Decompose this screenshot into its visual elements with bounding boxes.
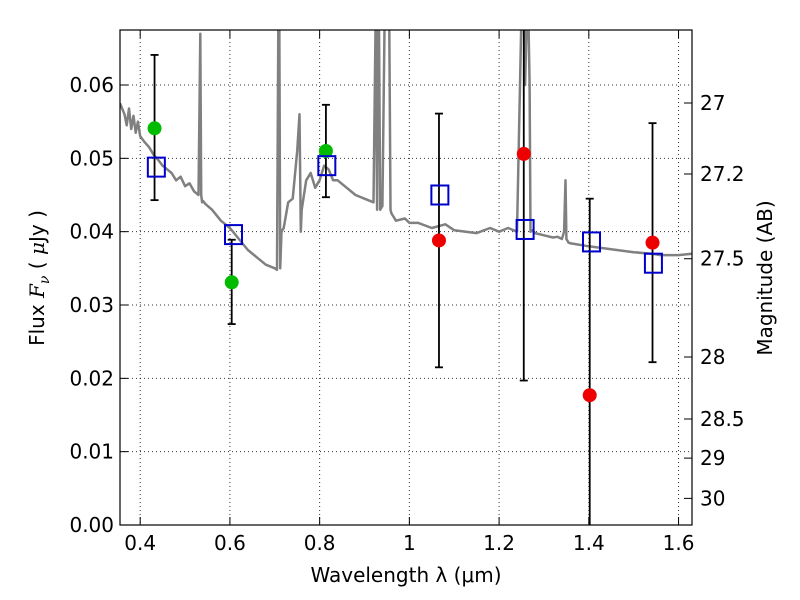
- tick-labels: 0.4 0.6 0.8 1 1.2 1.4 1.6 0.00 0.01 0.02 0.03 0.04 0…: [69, 73, 744, 555]
- plot-frame: [119, 29, 693, 526]
- y-axis-label-mu: μ: [25, 242, 49, 255]
- red-data-point: [431, 233, 446, 248]
- y-tick-label: 0.00: [69, 513, 114, 537]
- model-photometry-square: [582, 231, 602, 253]
- right-axis-tick-label: 27.5: [700, 247, 745, 271]
- right-axis-tick-label: 30: [700, 486, 725, 510]
- model-photometry-square: [643, 252, 663, 274]
- right-axis-tick-label: 27.2: [700, 162, 745, 186]
- green-data-point: [147, 121, 162, 136]
- x-tick-label: 1.6: [663, 531, 695, 555]
- model-photometry-square: [224, 224, 244, 246]
- model-photometry-square: [430, 184, 450, 206]
- y-axis-label: Flux Fν ( μJy ): [25, 210, 53, 346]
- right-axis-tick-label: 28.5: [700, 407, 745, 431]
- right-axis-tick-label: 28: [700, 345, 725, 369]
- y-axis-label-text: Flux: [25, 298, 49, 346]
- marker-layer: [146, 121, 663, 403]
- x-tick-label: 1.2: [483, 531, 515, 555]
- x-tick-label: 0.8: [304, 531, 336, 555]
- model-spectrum-layer: [120, 30, 692, 272]
- x-tick-label: 0.6: [214, 531, 246, 555]
- right-axis-tick-label: 27: [700, 91, 725, 115]
- y-tick-label: 0.06: [69, 73, 114, 97]
- red-data-point: [645, 235, 660, 250]
- green-data-point: [224, 275, 239, 290]
- model-photometry-square: [515, 218, 535, 240]
- red-data-point: [516, 146, 531, 161]
- x-tick-label: 0.4: [124, 531, 156, 555]
- y-tick-label: 0.05: [69, 146, 114, 170]
- right-axis-label: Magnitude (AB): [753, 200, 777, 355]
- model-spectrum-line: [120, 30, 692, 272]
- y-tick-label: 0.04: [69, 220, 114, 244]
- tick-marks: [120, 30, 692, 526]
- x-tick-label: 1: [403, 531, 416, 555]
- y-axis-label-symbol: F: [25, 283, 49, 299]
- y-tick-label: 0.02: [69, 366, 114, 390]
- y-axis-label-unit: (: [25, 255, 49, 276]
- model-photometry-square: [146, 156, 166, 178]
- y-tick-label: 0.03: [69, 293, 114, 317]
- green-data-point: [318, 144, 333, 158]
- right-axis-tick-label: 29: [700, 446, 725, 470]
- y-axis-label-subscript: ν: [37, 275, 53, 284]
- x-tick-label: 1.4: [573, 531, 605, 555]
- model-photometry-square: [317, 155, 337, 177]
- y-tick-label: 0.01: [69, 440, 114, 464]
- y-axis-label-unit-end: Jy ): [25, 210, 49, 244]
- x-axis-label: Wavelength λ (μm): [310, 563, 501, 587]
- red-data-point: [582, 388, 597, 403]
